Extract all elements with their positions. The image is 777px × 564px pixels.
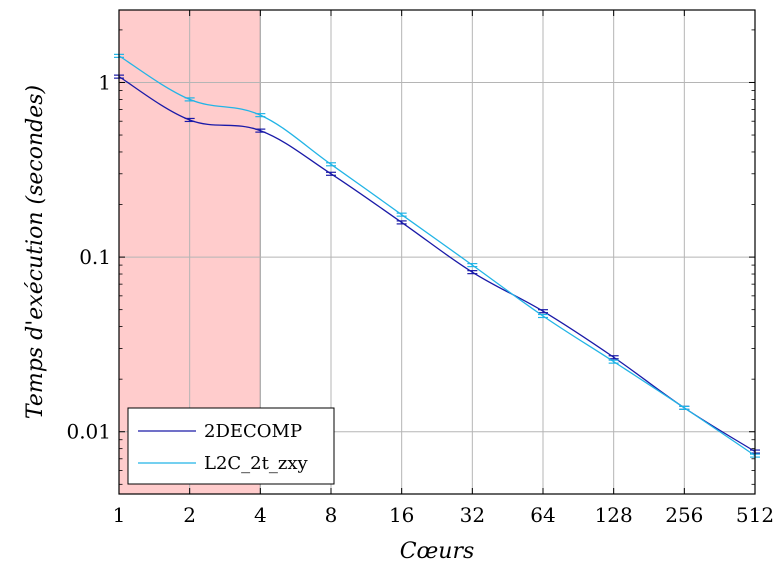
legend-label-1: L2C_2t_zxy — [204, 453, 308, 474]
x-axis-label: Cœurs — [400, 539, 475, 564]
x-tick-label: 16 — [389, 503, 414, 527]
legend-box — [127, 407, 335, 485]
x-tick-label: 32 — [460, 503, 485, 527]
x-tick-label: 256 — [665, 503, 703, 527]
x-tick-label: 512 — [736, 503, 774, 527]
series-line-0 — [118, 76, 756, 453]
legend-label-0: 2DECOMP — [204, 421, 302, 442]
x-tick-label: 2 — [183, 503, 196, 527]
x-tick-label: 1 — [113, 503, 126, 527]
x-tick-label: 4 — [254, 503, 267, 527]
y-tick-label: 0.01 — [66, 420, 111, 444]
x-tick-label: 64 — [530, 503, 555, 527]
x-tick-label: 8 — [325, 503, 338, 527]
y-tick-label: 1 — [98, 70, 111, 94]
y-axis-label: Temps d'exécution (secondes) — [23, 85, 48, 419]
legend: 2DECOMP L2C_2t_zxy — [127, 407, 335, 485]
plot-frame — [118, 9, 756, 495]
y-tick-label: 0.1 — [79, 245, 111, 269]
series-line-1 — [118, 55, 756, 457]
x-tick-label: 128 — [595, 503, 633, 527]
